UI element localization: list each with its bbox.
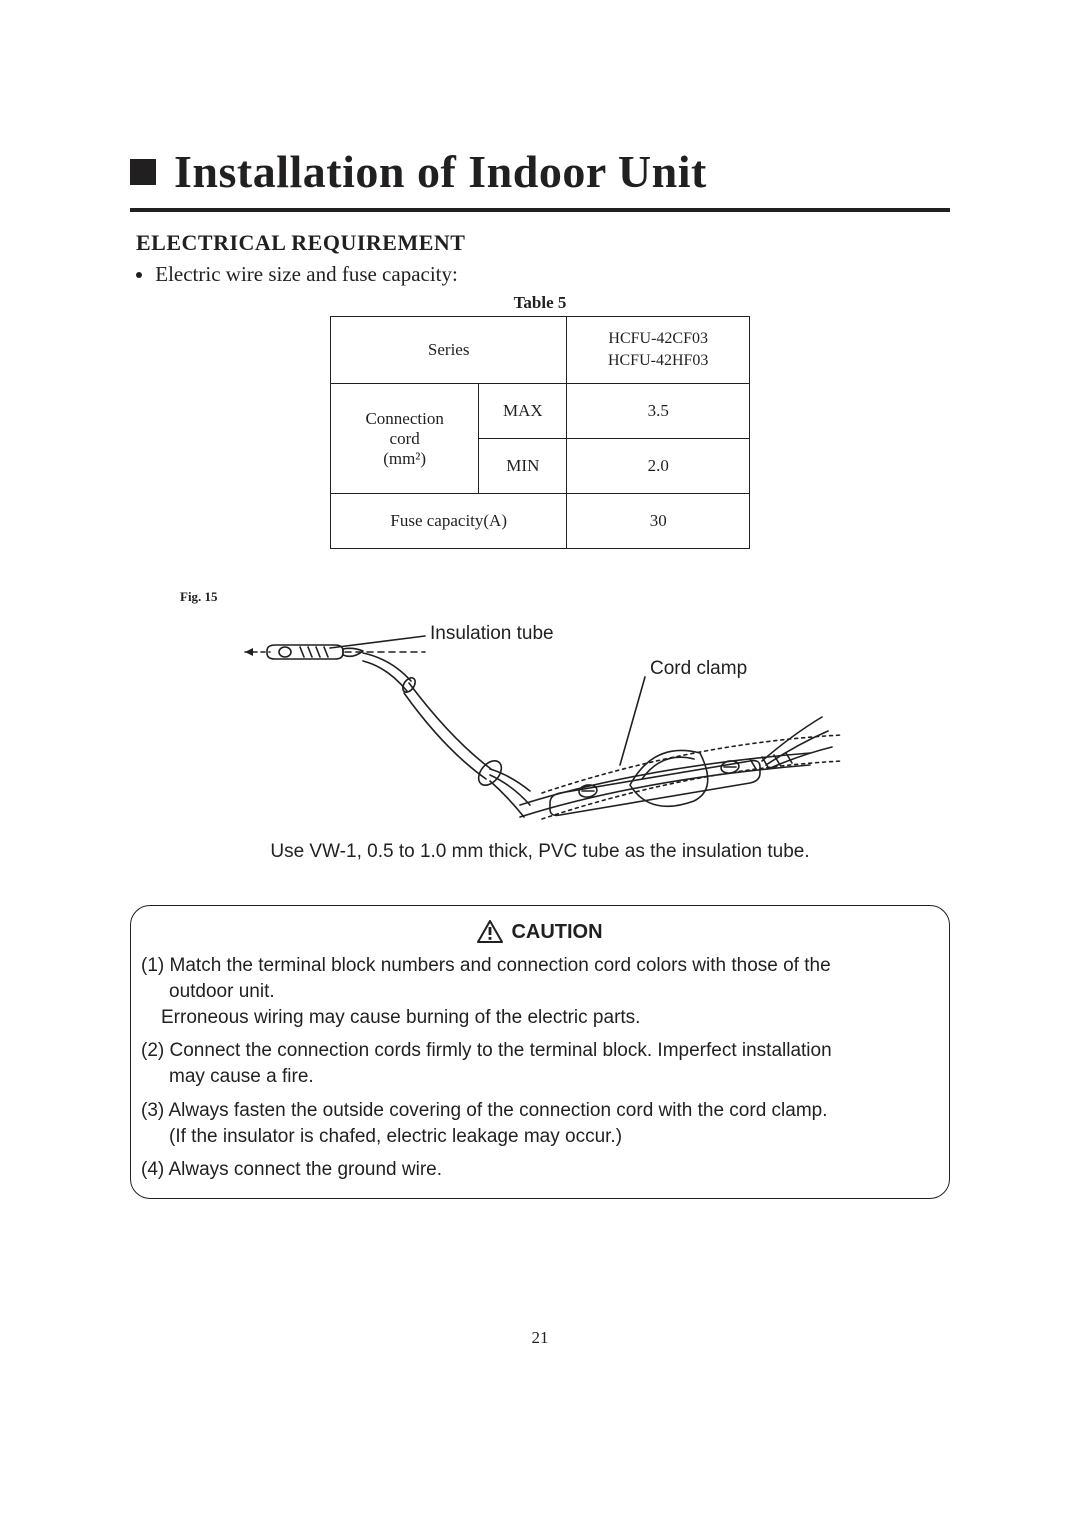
diagram-svg-icon — [190, 623, 890, 823]
caution-3-line-a: Always fasten the outside covering of th… — [168, 1100, 827, 1121]
figure-label: Fig. 15 — [180, 589, 950, 605]
caution-2-line-b: may cause a fire. — [141, 1065, 939, 1089]
section-heading: ELECTRICAL REQUIREMENT — [136, 230, 950, 256]
fuse-value-cell: 30 — [567, 494, 750, 549]
caution-1-line-a: Match the terminal block numbers and con… — [170, 955, 831, 976]
caution-item-3: (3) Always fasten the outside covering o… — [141, 1099, 939, 1149]
conn-line2: cord — [390, 429, 420, 448]
cord-clamp-label: Cord clamp — [650, 658, 747, 680]
caution-num-4: (4) — [141, 1159, 164, 1180]
warning-icon — [477, 920, 503, 944]
max-value-cell: 3.5 — [567, 384, 750, 439]
caution-4-line-a: Always connect the ground wire. — [168, 1159, 442, 1180]
model-2: HCFU-42HF03 — [608, 352, 708, 369]
table-caption: Table 5 — [330, 293, 750, 313]
square-bullet-icon — [130, 159, 156, 185]
caution-list: (1) Match the terminal block numbers and… — [141, 954, 939, 1182]
conn-cord-label-cell: Connection cord (mm²) — [331, 384, 479, 494]
caution-num-2: (2) — [141, 1040, 164, 1061]
model-1: HCFU-42CF03 — [608, 330, 708, 347]
bullet-dot-icon — [136, 272, 142, 278]
insulation-tube-label: Insulation tube — [430, 623, 554, 645]
caution-heading-row: CAUTION — [141, 920, 939, 944]
title-row: Installation of Indoor Unit — [130, 145, 950, 198]
min-label-cell: MIN — [479, 439, 567, 494]
page: Installation of Indoor Unit ELECTRICAL R… — [0, 0, 1080, 1528]
table-row: Series HCFU-42CF03 HCFU-42HF03 — [331, 317, 750, 384]
caution-num-1: (1) — [141, 955, 164, 976]
fuse-label-cell: Fuse capacity(A) — [331, 494, 567, 549]
table-row: Fuse capacity(A) 30 — [331, 494, 750, 549]
series-label-cell: Series — [331, 317, 567, 384]
caution-num-3: (3) — [141, 1100, 164, 1121]
caution-1-line-b: outdoor unit. — [141, 980, 939, 1004]
page-title: Installation of Indoor Unit — [174, 145, 707, 198]
table-row: Connection cord (mm²) MAX 3.5 — [331, 384, 750, 439]
page-number: 21 — [0, 1328, 1080, 1348]
caution-1-line-c: Erroneous wiring may cause burning of th… — [141, 1006, 939, 1030]
conn-line1: Connection — [365, 409, 443, 428]
diagram-note: Use VW-1, 0.5 to 1.0 mm thick, PVC tube … — [130, 841, 950, 863]
caution-2-line-a: Connect the connection cords firmly to t… — [170, 1040, 832, 1061]
conn-line3: (mm²) — [383, 449, 426, 468]
caution-item-2: (2) Connect the connection cords firmly … — [141, 1039, 939, 1089]
lead-line: Electric wire size and fuse capacity: — [136, 262, 950, 287]
max-label-cell: MAX — [479, 384, 567, 439]
caution-item-4: (4) Always connect the ground wire. — [141, 1158, 939, 1182]
lead-text: Electric wire size and fuse capacity: — [155, 262, 458, 286]
caution-item-1: (1) Match the terminal block numbers and… — [141, 954, 939, 1029]
spec-table: Series HCFU-42CF03 HCFU-42HF03 Connectio… — [330, 316, 750, 549]
spec-table-wrap: Table 5 Series HCFU-42CF03 HCFU-42HF03 C… — [330, 293, 750, 549]
wiring-diagram: Insulation tube Cord clamp — [190, 623, 890, 823]
caution-box: CAUTION (1) Match the terminal block num… — [130, 905, 950, 1199]
min-value-cell: 2.0 — [567, 439, 750, 494]
caution-heading: CAUTION — [511, 921, 602, 944]
title-rule — [130, 208, 950, 212]
models-cell: HCFU-42CF03 HCFU-42HF03 — [567, 317, 750, 384]
caution-3-line-b: (If the insulator is chafed, electric le… — [141, 1125, 939, 1149]
